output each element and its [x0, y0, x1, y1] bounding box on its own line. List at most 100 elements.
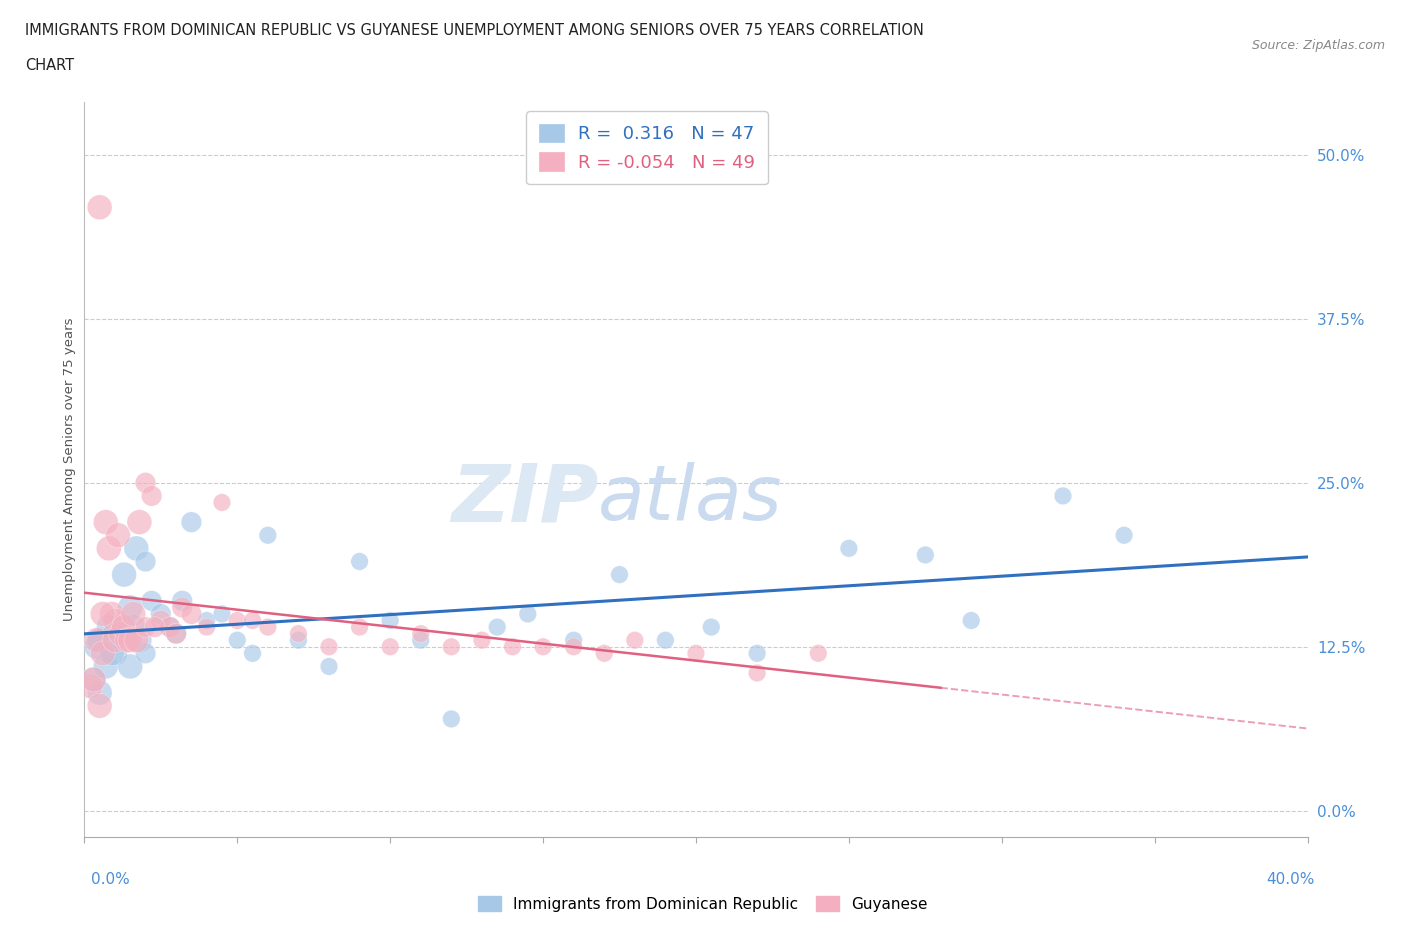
- Point: [914, 548, 936, 563]
- Text: atlas: atlas: [598, 462, 783, 536]
- Point: [180, 514, 202, 529]
- Point: [226, 613, 249, 628]
- Point: [562, 639, 585, 654]
- Point: [112, 619, 135, 634]
- Point: [172, 593, 194, 608]
- Point: [141, 488, 163, 503]
- Point: [104, 645, 127, 660]
- Point: [624, 632, 647, 647]
- Point: [318, 639, 340, 654]
- Point: [86, 639, 108, 654]
- Point: [1114, 528, 1136, 543]
- Point: [838, 541, 860, 556]
- Text: 0.0%: 0.0%: [91, 872, 131, 887]
- Point: [195, 619, 218, 634]
- Point: [143, 619, 166, 634]
- Point: [380, 613, 402, 628]
- Point: [104, 632, 127, 647]
- Point: [83, 672, 105, 687]
- Point: [409, 632, 432, 647]
- Point: [122, 619, 145, 634]
- Point: [211, 606, 233, 621]
- Point: [89, 685, 111, 700]
- Point: [115, 632, 138, 647]
- Point: [159, 619, 181, 634]
- Point: [700, 619, 723, 634]
- Point: [149, 613, 172, 628]
- Point: [89, 632, 111, 647]
- Legend: R =  0.316   N = 47, R = -0.054   N = 49: R = 0.316 N = 47, R = -0.054 N = 49: [526, 112, 768, 184]
- Point: [318, 659, 340, 674]
- Point: [135, 475, 157, 490]
- Point: [593, 645, 616, 660]
- Point: [211, 495, 233, 510]
- Point: [120, 659, 142, 674]
- Point: [409, 626, 432, 641]
- Point: [349, 554, 371, 569]
- Point: [1052, 488, 1074, 503]
- Point: [609, 567, 631, 582]
- Point: [287, 626, 309, 641]
- Point: [226, 632, 249, 647]
- Point: [165, 626, 187, 641]
- Point: [440, 639, 463, 654]
- Point: [172, 600, 194, 615]
- Point: [242, 613, 264, 628]
- Point: [91, 645, 114, 660]
- Point: [107, 528, 129, 543]
- Point: [654, 632, 676, 647]
- Point: [135, 645, 157, 660]
- Point: [149, 606, 172, 621]
- Point: [112, 567, 135, 582]
- Point: [104, 613, 127, 628]
- Text: Source: ZipAtlas.com: Source: ZipAtlas.com: [1251, 39, 1385, 52]
- Text: 40.0%: 40.0%: [1267, 872, 1315, 887]
- Point: [242, 645, 264, 660]
- Point: [745, 645, 768, 660]
- Point: [159, 619, 181, 634]
- Point: [471, 632, 494, 647]
- Point: [257, 528, 280, 543]
- Point: [89, 200, 111, 215]
- Point: [141, 593, 163, 608]
- Point: [531, 639, 554, 654]
- Point: [516, 606, 538, 621]
- Point: [94, 514, 117, 529]
- Point: [180, 606, 202, 621]
- Point: [135, 554, 157, 569]
- Point: [101, 606, 124, 621]
- Point: [257, 619, 280, 634]
- Point: [79, 679, 101, 694]
- Point: [685, 645, 707, 660]
- Point: [287, 632, 309, 647]
- Text: ZIP: ZIP: [451, 460, 598, 538]
- Point: [960, 613, 983, 628]
- Point: [110, 619, 132, 634]
- Point: [135, 619, 157, 634]
- Point: [195, 613, 218, 628]
- Point: [120, 632, 142, 647]
- Point: [89, 698, 111, 713]
- Point: [165, 626, 187, 641]
- Point: [91, 606, 114, 621]
- Point: [97, 541, 120, 556]
- Point: [128, 514, 150, 529]
- Point: [97, 619, 120, 634]
- Point: [120, 600, 142, 615]
- Point: [101, 645, 124, 660]
- Point: [125, 541, 148, 556]
- Point: [83, 672, 105, 687]
- Text: IMMIGRANTS FROM DOMINICAN REPUBLIC VS GUYANESE UNEMPLOYMENT AMONG SENIORS OVER 7: IMMIGRANTS FROM DOMINICAN REPUBLIC VS GU…: [25, 23, 924, 38]
- Point: [562, 632, 585, 647]
- Point: [440, 711, 463, 726]
- Point: [94, 659, 117, 674]
- Point: [349, 619, 371, 634]
- Point: [128, 632, 150, 647]
- Point: [380, 639, 402, 654]
- Point: [110, 626, 132, 641]
- Point: [745, 666, 768, 681]
- Point: [486, 619, 509, 634]
- Point: [104, 626, 127, 641]
- Point: [86, 632, 108, 647]
- Legend: Immigrants from Dominican Republic, Guyanese: Immigrants from Dominican Republic, Guya…: [472, 889, 934, 918]
